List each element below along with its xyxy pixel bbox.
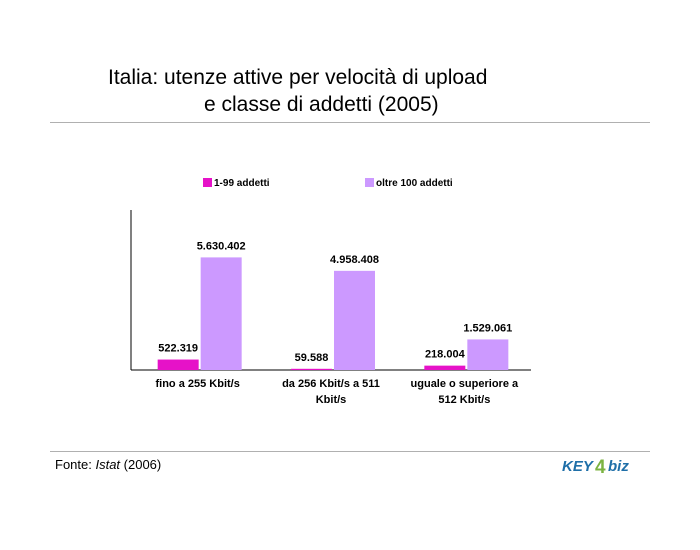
bar-series-1-cat-3	[424, 365, 466, 370]
x-tick-label-cat-2-line-2: Kbit/s	[316, 394, 347, 406]
data-label-series-2-cat-2: 4.958.408	[330, 254, 379, 266]
source-prefix: Fonte:	[55, 457, 96, 472]
legend-label-series-2: oltre 100 addetti	[376, 178, 453, 189]
legend-swatch-series-1	[203, 178, 212, 187]
source-year: (2006)	[120, 457, 162, 472]
logo-text-key: KEY	[562, 458, 595, 475]
x-tick-label-cat-1-line-1: fino a 255 Kbit/s	[155, 378, 239, 390]
bar-series-2-cat-2	[334, 270, 375, 370]
bar-series-1-cat-2	[291, 368, 332, 370]
logo-text-biz: biz	[608, 458, 629, 475]
top-divider	[50, 122, 650, 123]
source-name: Istat	[95, 457, 121, 472]
legend-item-series-2: oltre 100 addetti	[365, 178, 453, 189]
bar-series-2-cat-3	[467, 339, 509, 370]
data-label-series-1-cat-1: 522.319	[158, 343, 198, 355]
x-tick-label-cat-2-line-1: da 256 Kbit/s a 511	[282, 378, 380, 390]
bar-series-1-cat-1	[157, 359, 199, 370]
title-line-1: Italia: utenze attive per velocità di up…	[108, 66, 488, 89]
data-label-series-1-cat-2: 59.588	[295, 352, 329, 364]
legend-swatch-series-2	[365, 178, 374, 187]
logo-text-4: 4	[595, 457, 606, 478]
x-tick-label-cat-3-line-1: uguale o superiore a	[411, 378, 519, 390]
data-label-series-2-cat-1: 5.630.402	[197, 240, 246, 252]
bottom-divider	[50, 451, 650, 452]
legend-label-series-1: 1-99 addetti	[214, 178, 270, 189]
x-tick-label-cat-3-line-2: 512 Kbit/s	[438, 394, 490, 406]
bar-series-2-cat-1	[200, 257, 242, 370]
data-label-series-2-cat-3: 1.529.061	[463, 322, 512, 334]
data-label-series-1-cat-3: 218.004	[425, 349, 466, 361]
source-note: Fonte: Istat (2006)	[55, 457, 161, 472]
legend-item-series-1: 1-99 addetti	[203, 178, 270, 189]
chart-title: Italia: utenze attive per velocità di up…	[108, 64, 548, 118]
key4biz-logo: KEY 4 biz	[562, 457, 629, 478]
title-line-2: e classe di addetti (2005)	[204, 93, 439, 116]
